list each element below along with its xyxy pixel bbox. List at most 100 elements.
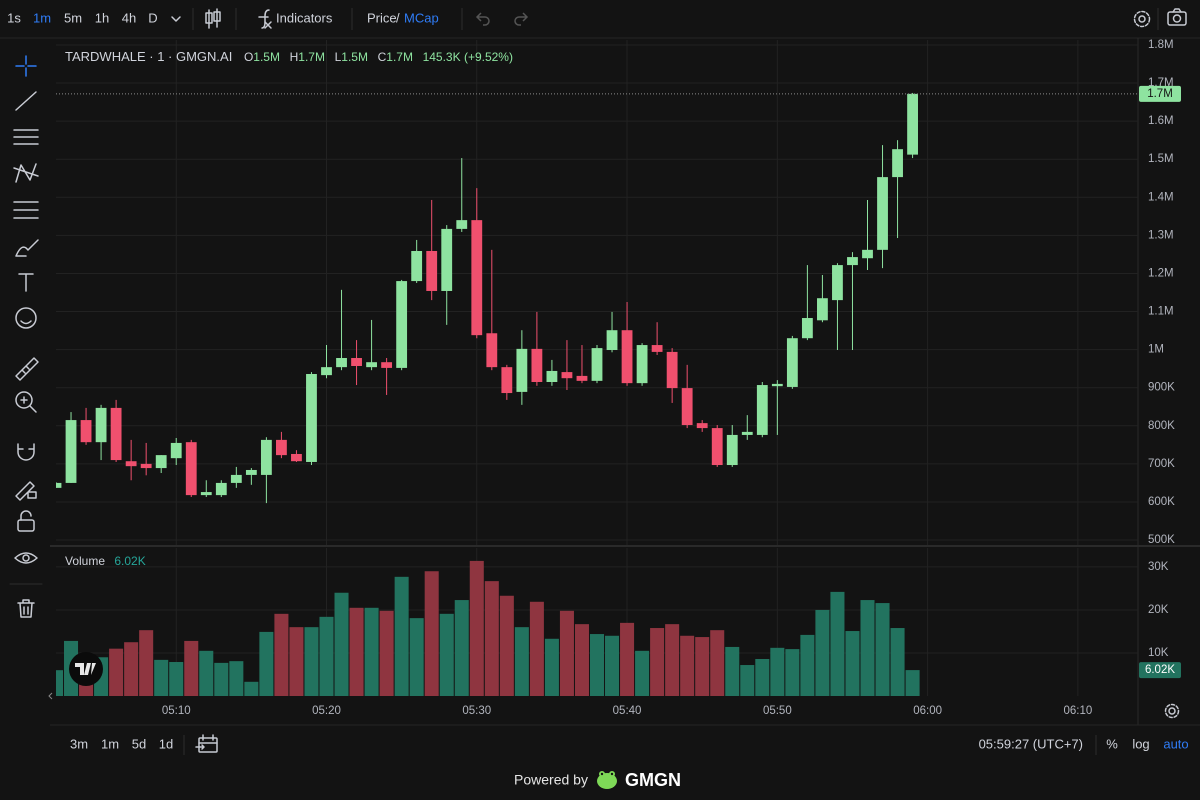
visibility-tool[interactable]	[14, 552, 38, 564]
ohlc-prefix: O	[244, 50, 253, 64]
left-toolbar	[9, 55, 43, 618]
interval-dropdown[interactable]	[171, 16, 181, 22]
candle-body	[877, 177, 888, 250]
ohlc-value: 1.5M	[341, 50, 368, 64]
candle-body	[170, 442, 182, 459]
volume-bar	[620, 622, 635, 696]
volume-bar	[274, 613, 289, 696]
interval-button[interactable]: 1s	[7, 10, 21, 25]
y-tick-label: 500K	[1148, 534, 1175, 546]
volume-bar	[514, 627, 529, 696]
prediction-tool[interactable]	[13, 201, 39, 219]
interval-button[interactable]: 1h	[95, 10, 109, 25]
volume-bar	[860, 600, 875, 696]
icon-tool[interactable]	[15, 307, 37, 329]
candle-body	[306, 374, 317, 462]
candle-body	[366, 362, 377, 368]
ohlc-value: 1.7M	[298, 50, 325, 64]
volume-bar	[890, 628, 905, 696]
volume-bar	[830, 591, 845, 696]
lock-drawings-tool[interactable]	[15, 481, 37, 501]
y-tick-label: 1.5M	[1148, 153, 1174, 165]
range-button[interactable]: 1m	[101, 736, 119, 751]
undo-button[interactable]	[475, 12, 490, 26]
candle-body	[771, 383, 783, 387]
range-button[interactable]: 5d	[132, 736, 146, 751]
range-button[interactable]: 1d	[159, 736, 173, 751]
candle-body	[501, 367, 513, 394]
axes: 500K 600K 700K 800K 900K 1M 1.1M 1.2M 1.3M 1.4M 1.…	[162, 39, 1181, 717]
indicators-button[interactable]: Indicators	[276, 10, 333, 25]
gmgn-logo	[597, 771, 617, 789]
ohlc-prefix: H	[290, 50, 299, 64]
candle-body	[185, 442, 197, 496]
volume-bar	[800, 634, 815, 696]
volume-bar	[755, 659, 770, 696]
candle-body	[696, 423, 708, 429]
trendline-tool[interactable]	[15, 91, 37, 111]
chart-type-button[interactable]	[205, 8, 221, 29]
candle-body	[456, 220, 468, 229]
volume-bar	[169, 662, 184, 696]
candle-body	[56, 482, 62, 488]
price-pane	[56, 92, 1138, 504]
lock-tool[interactable]	[17, 510, 35, 532]
candle-body	[411, 250, 423, 282]
redo-button[interactable]	[514, 12, 529, 26]
zoom-tool[interactable]	[15, 391, 37, 413]
crosshair-tool[interactable]	[15, 55, 37, 77]
scroll-left[interactable]	[48, 692, 53, 700]
volume-bar	[695, 637, 710, 696]
candle-body	[741, 431, 753, 435]
candle-body	[666, 351, 678, 389]
candle-body	[110, 407, 122, 461]
x-tick-label: 05:50	[763, 705, 792, 717]
clock: 05:59:27 (UTC+7)	[979, 736, 1083, 751]
volume-tick-label: 20K	[1148, 604, 1169, 616]
interval-button[interactable]: D	[148, 10, 157, 25]
candle-body	[276, 439, 287, 456]
top-toolbar: 1s 1m 5m 1h 4h D Indicators Price / MCap	[7, 8, 1187, 30]
fib-tool[interactable]	[13, 129, 39, 145]
mcap-toggle[interactable]: MCap	[404, 10, 439, 25]
candle-body	[215, 482, 227, 496]
axis-settings[interactable]	[1164, 703, 1180, 719]
candle-body	[576, 375, 588, 381]
log-toggle[interactable]: log	[1132, 736, 1149, 751]
measure-tool[interactable]	[15, 357, 39, 381]
volume-bar	[56, 670, 64, 696]
indicators-icon[interactable]	[258, 9, 272, 29]
percent-toggle[interactable]: %	[1106, 736, 1118, 751]
brush-tool[interactable]	[15, 239, 39, 257]
pattern-tool[interactable]	[13, 163, 39, 183]
interval-button[interactable]: 4h	[122, 10, 136, 25]
candle-body	[321, 367, 332, 376]
candle-body	[245, 469, 257, 475]
toggle-divider: /	[396, 10, 400, 25]
candle-body	[441, 228, 453, 291]
candle-body	[847, 257, 858, 266]
screenshot-button[interactable]	[1167, 8, 1187, 26]
volume-bar	[589, 634, 605, 696]
volume-bar	[499, 595, 514, 696]
text-tool[interactable]	[18, 273, 34, 292]
volume-bar	[905, 670, 920, 696]
volume-bar	[184, 640, 199, 696]
range-button[interactable]: 3m	[70, 736, 88, 751]
volume-bar	[770, 647, 785, 696]
volume-bar	[740, 665, 755, 696]
delete-tool[interactable]	[17, 599, 35, 618]
candle-body	[336, 358, 347, 368]
volume-tick-label: 30K	[1148, 561, 1169, 573]
settings-button[interactable]	[1133, 10, 1151, 28]
magnet-tool[interactable]	[17, 443, 35, 461]
y-tick-label: 1.4M	[1148, 191, 1174, 203]
auto-toggle[interactable]: auto	[1163, 736, 1188, 751]
candle-body	[230, 474, 242, 483]
candle-body	[200, 492, 212, 496]
interval-button[interactable]: 5m	[64, 10, 82, 25]
interval-button[interactable]: 1m	[33, 10, 51, 25]
price-toggle[interactable]: Price	[367, 10, 397, 25]
goto-date-button[interactable]	[195, 734, 218, 753]
y-tick-label: 800K	[1148, 420, 1175, 432]
